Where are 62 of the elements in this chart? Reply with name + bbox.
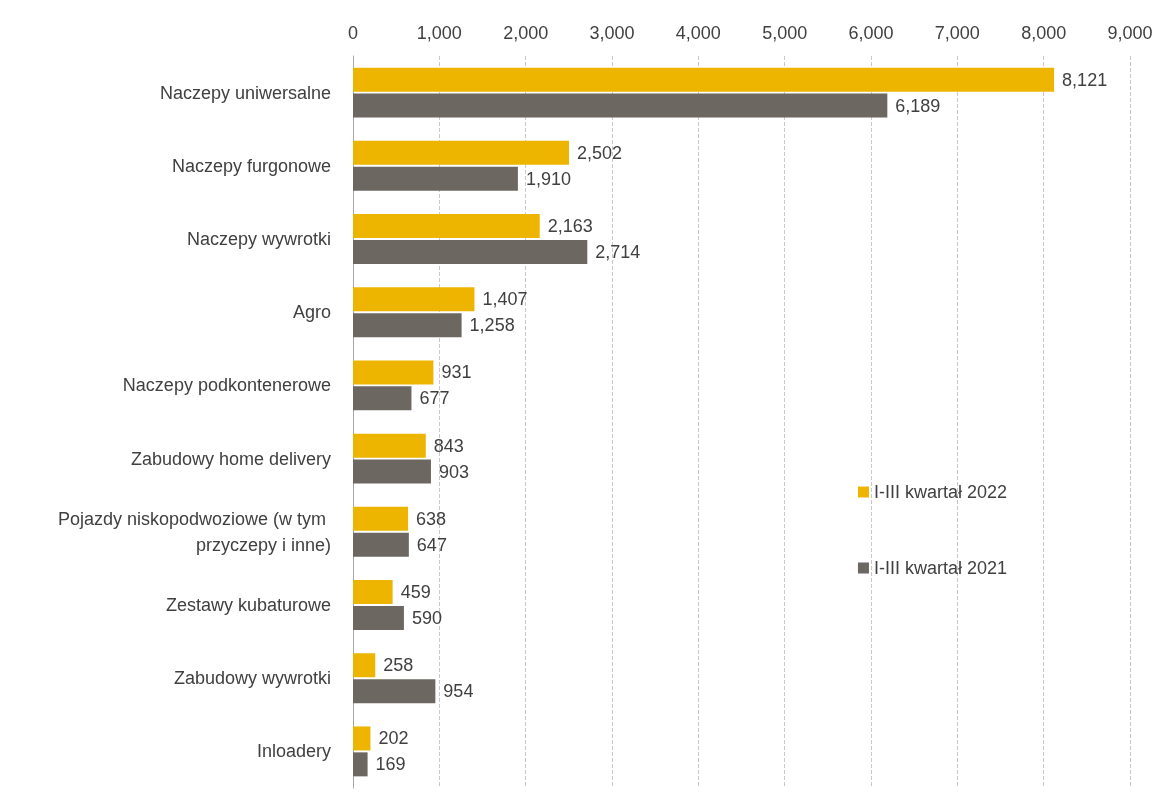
bar	[353, 653, 376, 678]
x-tick-label: 6,000	[848, 23, 894, 43]
y-tick-label: Zestawy kubaturowe	[165, 595, 331, 615]
bar	[353, 433, 426, 458]
data-label: 931	[441, 362, 472, 383]
x-tick-label: 5,000	[762, 23, 808, 43]
data-label: 169	[375, 754, 406, 775]
data-label: 1,258	[469, 315, 515, 336]
bar	[353, 580, 393, 605]
x-tick-label: 0	[347, 23, 359, 43]
bar	[353, 214, 540, 239]
y-tick-label: Naczepy uniwersalne	[159, 82, 331, 103]
bar	[353, 386, 412, 411]
data-label: 843	[433, 435, 464, 456]
x-tick-label: 4,000	[675, 23, 721, 43]
data-label: 903	[438, 461, 470, 482]
data-label: 202	[378, 728, 409, 749]
legend-label: I-III kwartał 2021	[873, 558, 1007, 578]
y-tick-label: Naczepy furgonowe	[171, 155, 331, 176]
bar	[353, 140, 570, 165]
data-label: 647	[416, 534, 447, 555]
x-tick-label: 8,000	[1021, 23, 1067, 43]
data-label: 2,502	[577, 142, 623, 163]
bar	[353, 605, 404, 630]
y-tick-label: Inloadery	[256, 741, 331, 762]
bar	[353, 752, 368, 777]
data-label: 1,910	[525, 168, 571, 189]
bar	[353, 679, 436, 704]
bar	[353, 459, 431, 484]
data-label: 459	[400, 582, 431, 603]
data-label: 1,407	[482, 289, 528, 310]
x-tick-label: 3,000	[589, 23, 635, 43]
x-tick-label: 2,000	[503, 23, 549, 43]
data-label: 6,189	[895, 95, 941, 116]
y-tick-label: Naczepy wywrotki	[186, 229, 331, 249]
bar	[353, 287, 475, 312]
data-label: 258	[383, 655, 414, 676]
legend-label: I-III kwartał 2022	[873, 482, 1007, 502]
x-tick-label: 9,000	[1107, 23, 1153, 43]
data-label: 590	[411, 607, 442, 628]
y-tick-label: Agro	[292, 302, 331, 323]
bar	[353, 67, 1055, 92]
data-label: 954	[443, 681, 474, 702]
data-label: 2,163	[547, 216, 593, 237]
bar	[353, 93, 888, 118]
bar	[353, 313, 462, 338]
data-label: 8,121	[1062, 69, 1108, 90]
x-tick-label: 1,000	[416, 23, 462, 43]
y-tick-label: Naczepy podkontenerowe	[122, 375, 331, 396]
bar	[353, 726, 371, 751]
bar	[353, 360, 434, 385]
data-label: 677	[419, 388, 450, 409]
bar	[353, 506, 409, 531]
data-label: 638	[416, 508, 447, 529]
bar	[353, 532, 409, 557]
y-tick-label: Pojazdy niskopodwoziowe (w tym przyczepy i inne)	[57, 508, 331, 555]
y-tick-label: Zabudowy home delivery	[130, 448, 331, 469]
bar	[353, 239, 588, 264]
data-label: 2,714	[595, 241, 641, 262]
x-tick-label: 7,000	[934, 23, 980, 43]
bar	[353, 166, 518, 191]
y-tick-label: Zabudowy wywrotki	[173, 668, 331, 689]
